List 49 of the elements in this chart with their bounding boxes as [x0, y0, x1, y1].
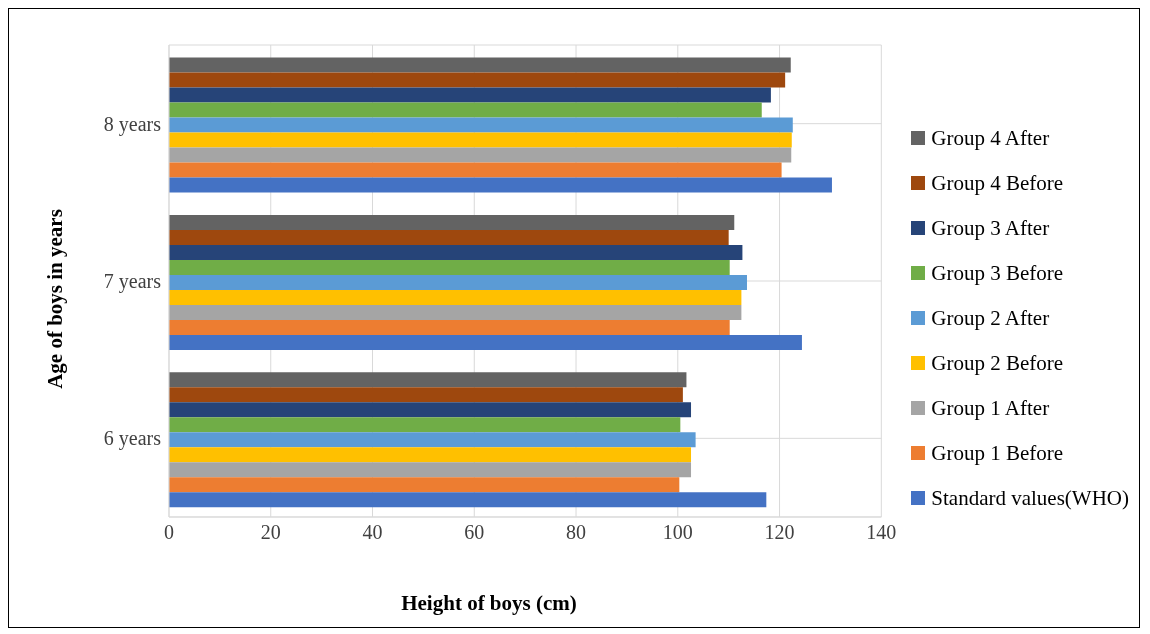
legend-label: Group 3 Before [931, 259, 1064, 287]
x-tick-label: 20 [260, 521, 281, 544]
bar [169, 102, 762, 118]
bar [169, 244, 743, 260]
bar [169, 229, 729, 245]
y-tick-label: 7 years [103, 270, 162, 294]
x-tick-label: 120 [764, 521, 795, 544]
legend-label: Group 1 Before [931, 439, 1064, 467]
y-axis-title: Age of boys in years [42, 209, 68, 389]
bar [169, 492, 767, 508]
bar [169, 72, 786, 88]
bar [169, 117, 793, 133]
bar [169, 372, 687, 388]
x-tick-label: 80 [566, 521, 587, 544]
bar [169, 402, 692, 418]
bar [169, 259, 730, 275]
bar [169, 304, 742, 320]
legend-label: Group 3 After [931, 214, 1050, 242]
bar [169, 214, 735, 230]
bar [169, 87, 771, 103]
legend-label: Group 2 After [931, 304, 1050, 332]
x-tick-label: 100 [662, 521, 693, 544]
legend-label: Group 4 Before [931, 169, 1064, 197]
bar [169, 387, 683, 403]
bar [169, 334, 802, 350]
bar [169, 147, 792, 163]
bar [169, 162, 782, 178]
bar [169, 132, 792, 148]
x-tick-label: 60 [464, 521, 485, 544]
x-tick-label: 140 [866, 521, 897, 544]
bar [169, 462, 692, 478]
legend-label: Group 1 After [931, 394, 1050, 422]
y-tick-label: 8 years [103, 112, 162, 136]
legend-label: Group 4 After [931, 124, 1050, 152]
legend-label: Group 2 Before [931, 349, 1064, 377]
bar [169, 177, 832, 193]
bar [169, 274, 747, 290]
legend-label: Standard values(WHO) [931, 484, 1129, 512]
bar [169, 319, 730, 335]
bar [169, 417, 681, 433]
y-tick-label: 6 years [103, 427, 162, 451]
x-axis-title: Height of boys (cm) [400, 591, 578, 616]
x-tick-label: 0 [164, 521, 174, 544]
bar [169, 57, 791, 73]
bar [169, 432, 696, 448]
x-tick-label: 40 [362, 521, 383, 544]
bar [169, 477, 680, 493]
bar [169, 447, 692, 463]
bar [169, 289, 742, 305]
